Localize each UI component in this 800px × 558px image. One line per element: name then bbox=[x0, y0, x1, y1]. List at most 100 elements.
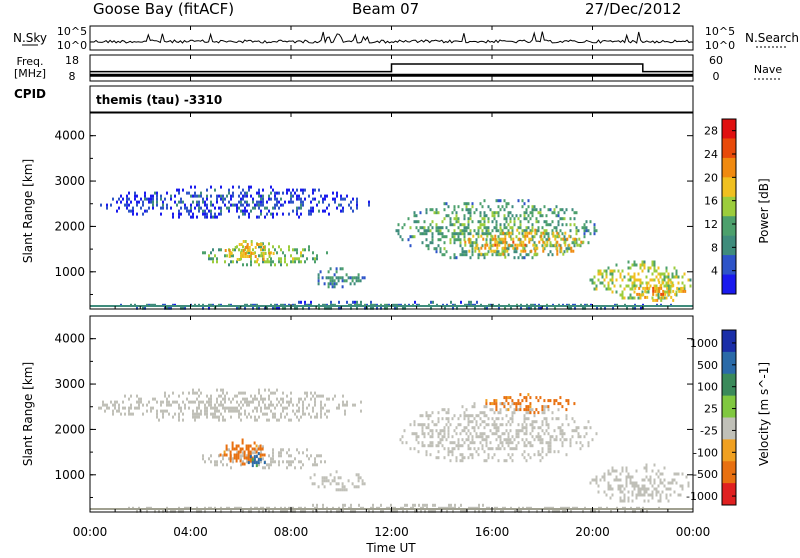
echo-cell bbox=[422, 503, 424, 507]
echo-cell bbox=[527, 408, 530, 412]
echo-cell bbox=[651, 260, 654, 264]
echo-cell bbox=[292, 209, 294, 213]
echo-cell bbox=[503, 253, 506, 257]
echo-cell bbox=[479, 417, 482, 421]
echo-cell bbox=[212, 412, 214, 416]
echo-cell bbox=[320, 409, 322, 413]
echo-cell bbox=[278, 306, 280, 310]
echo-cell bbox=[350, 206, 352, 210]
echo-cell bbox=[112, 409, 114, 413]
echo-cell bbox=[537, 453, 540, 457]
echo-cell bbox=[294, 248, 296, 252]
echo-cell bbox=[517, 226, 520, 230]
echo-cell bbox=[220, 509, 222, 513]
echo-cell bbox=[549, 250, 552, 254]
echo-cell bbox=[298, 418, 300, 422]
echo-cell bbox=[471, 426, 474, 430]
echo-cell bbox=[238, 258, 241, 261]
echo-cell bbox=[629, 278, 632, 282]
echo-cell bbox=[665, 487, 668, 491]
echo-cell bbox=[232, 194, 234, 198]
echo-cell bbox=[280, 448, 282, 452]
echo-cell bbox=[178, 418, 180, 422]
echo-cell bbox=[601, 475, 604, 479]
echo-cell bbox=[294, 509, 296, 513]
echo-cell bbox=[534, 249, 537, 253]
echo-cell bbox=[235, 456, 238, 460]
echo-cell bbox=[553, 438, 556, 442]
echo-cell bbox=[642, 292, 645, 296]
velocity-colorbar-swatch bbox=[722, 461, 736, 484]
echo-cell bbox=[505, 226, 508, 230]
echo-cell bbox=[328, 203, 330, 207]
echo-cell bbox=[585, 229, 588, 233]
echo-cell bbox=[224, 260, 226, 264]
echo-cell bbox=[128, 409, 130, 413]
echo-cell bbox=[523, 396, 526, 400]
echo-cell bbox=[328, 212, 330, 216]
echo-cell bbox=[314, 260, 316, 264]
echo-cell bbox=[489, 232, 492, 236]
echo-cell bbox=[545, 429, 548, 433]
echo-cell bbox=[539, 441, 542, 445]
echo-cell bbox=[669, 287, 672, 291]
echo-cell bbox=[122, 406, 124, 410]
echo-cell bbox=[480, 234, 483, 238]
echo-cell bbox=[144, 194, 146, 198]
echo-cell bbox=[494, 234, 497, 238]
echo-cell bbox=[559, 429, 562, 433]
echo-cell bbox=[132, 412, 134, 416]
echo-cell bbox=[539, 453, 542, 457]
echo-cell bbox=[198, 209, 200, 213]
echo-cell bbox=[655, 487, 658, 491]
noise-left-tick-top: 10^5 bbox=[57, 25, 87, 38]
echo-cell bbox=[669, 487, 672, 491]
echo-cell bbox=[156, 194, 158, 198]
echo-cell bbox=[541, 447, 544, 451]
echo-cell bbox=[357, 476, 360, 480]
echo-cell bbox=[513, 247, 516, 251]
echo-cell bbox=[507, 402, 510, 406]
echo-cell bbox=[467, 211, 470, 215]
echo-cell bbox=[260, 209, 262, 213]
echo-cell bbox=[292, 409, 294, 413]
echo-cell bbox=[136, 200, 138, 204]
echo-cell bbox=[547, 423, 550, 427]
echo-cell bbox=[188, 400, 190, 404]
echo-cell bbox=[667, 284, 670, 288]
echo-cell bbox=[262, 397, 264, 401]
echo-cell bbox=[342, 400, 344, 404]
echo-cell bbox=[519, 220, 522, 224]
echo-cell bbox=[479, 423, 482, 427]
echo-cell bbox=[607, 469, 610, 473]
echo-cell bbox=[600, 306, 602, 310]
echo-cell bbox=[655, 493, 658, 497]
echo-cell bbox=[272, 215, 274, 219]
echo-cell bbox=[537, 426, 540, 430]
echo-cell bbox=[218, 194, 220, 198]
echo-cell bbox=[310, 200, 312, 204]
echo-cell bbox=[236, 406, 238, 410]
echo-cell bbox=[262, 258, 265, 261]
echo-cell bbox=[569, 438, 572, 442]
echo-cell bbox=[216, 257, 218, 261]
echo-cell bbox=[477, 414, 480, 418]
echo-cell bbox=[515, 444, 518, 448]
echo-cell bbox=[503, 217, 506, 221]
velocity-colorbar-swatch bbox=[722, 373, 736, 397]
echo-cell bbox=[515, 435, 518, 439]
echo-cell bbox=[485, 399, 488, 403]
echo-cell bbox=[512, 246, 515, 250]
echo-cell bbox=[565, 399, 568, 403]
echo-cell bbox=[192, 400, 194, 404]
echo-cell bbox=[481, 438, 484, 442]
echo-cell bbox=[445, 423, 448, 427]
echo-cell bbox=[250, 263, 252, 267]
echo-cell bbox=[264, 406, 266, 410]
echo-cell bbox=[339, 267, 342, 271]
echo-cell bbox=[268, 463, 270, 467]
echo-cell bbox=[244, 248, 246, 252]
echo-cell bbox=[242, 240, 245, 243]
echo-cell bbox=[254, 397, 256, 401]
echo-cell bbox=[298, 451, 300, 455]
